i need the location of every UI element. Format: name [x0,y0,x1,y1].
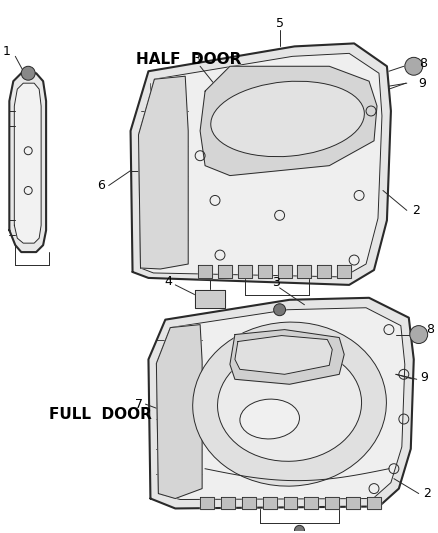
Text: 8: 8 [419,57,427,70]
Polygon shape [283,497,297,510]
Polygon shape [318,265,331,278]
Text: 1: 1 [3,45,11,58]
Polygon shape [238,265,252,278]
Polygon shape [198,265,212,278]
Polygon shape [200,497,214,510]
Polygon shape [263,497,277,510]
Ellipse shape [218,347,361,461]
Text: HALF  DOOR: HALF DOOR [135,52,241,67]
Polygon shape [278,265,292,278]
Polygon shape [131,43,391,285]
Polygon shape [221,497,235,510]
Text: 8: 8 [426,323,434,336]
Circle shape [21,66,35,80]
Polygon shape [138,76,188,269]
Polygon shape [200,66,377,175]
Polygon shape [325,497,339,510]
Polygon shape [242,497,256,510]
Polygon shape [148,298,414,508]
Text: 3: 3 [272,277,279,289]
Circle shape [274,304,286,316]
Polygon shape [156,325,202,498]
Text: 9: 9 [419,77,427,90]
Text: 3: 3 [192,53,200,66]
Text: 2: 2 [423,487,431,500]
Text: 9: 9 [421,371,429,384]
Polygon shape [304,497,318,510]
Polygon shape [14,83,41,243]
Text: 6: 6 [97,179,105,192]
Ellipse shape [211,81,364,157]
Polygon shape [195,290,225,308]
Circle shape [410,326,427,343]
Polygon shape [9,73,46,252]
Polygon shape [346,497,360,510]
Text: 5: 5 [276,17,284,30]
Ellipse shape [240,399,300,439]
Circle shape [405,58,423,75]
Text: 4: 4 [164,276,172,288]
Polygon shape [218,265,232,278]
Polygon shape [337,265,351,278]
Ellipse shape [193,322,386,486]
Polygon shape [367,497,381,510]
Text: 7: 7 [134,398,142,410]
Polygon shape [258,265,272,278]
Text: 2: 2 [412,204,420,217]
Polygon shape [156,308,405,499]
Polygon shape [297,265,311,278]
Polygon shape [230,329,344,384]
Text: FULL  DOOR: FULL DOOR [49,407,152,422]
Polygon shape [138,53,382,277]
Polygon shape [235,336,332,374]
Circle shape [294,526,304,533]
